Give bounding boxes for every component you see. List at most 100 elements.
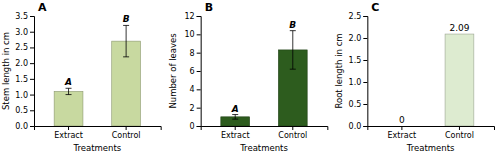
y-tick-label: 2.0 xyxy=(349,34,362,43)
error-bar-line xyxy=(68,88,69,94)
y-tick-mark xyxy=(30,16,34,17)
y-tick: 2 xyxy=(190,104,201,113)
y-tick: 1.0 xyxy=(15,91,34,100)
error-bar-cap xyxy=(232,119,238,120)
y-tick: 2.0 xyxy=(349,34,368,43)
labels: ABBNumber of leavesTreatments xyxy=(168,1,297,153)
error-bar-line xyxy=(235,115,236,120)
x-tick-mark xyxy=(68,126,69,130)
data-label: 2.09 xyxy=(449,23,469,33)
y-tick-label: 10 xyxy=(184,30,194,39)
y-tick-mark xyxy=(30,126,34,127)
x-tick-mark xyxy=(292,126,293,130)
x-axis-title: Treatments xyxy=(72,143,121,153)
y-tick: 1.0 xyxy=(349,78,368,87)
y-tick-label: 12 xyxy=(184,12,194,21)
y-tick-label: 0.0 xyxy=(349,122,362,131)
x-axis: Extract Control xyxy=(368,126,495,140)
y-tick: 2.5 xyxy=(349,12,368,21)
y-tick: 1.5 xyxy=(349,56,368,65)
y-tick-mark xyxy=(363,126,367,127)
y-tick: 4 xyxy=(190,85,201,94)
error-bar-cap xyxy=(123,56,129,57)
error-bar xyxy=(232,115,238,120)
panel: 0.00.51.01.52.02.53.03.5ExtractControlAB… xyxy=(1,1,161,153)
panel-title: A xyxy=(38,1,47,14)
error-bar-cap xyxy=(123,25,129,26)
y-axis-line xyxy=(30,17,35,127)
y-tick: 0.5 xyxy=(15,106,34,115)
y-tick: 3.0 xyxy=(15,28,34,37)
y-tick-label: 2 xyxy=(190,104,195,113)
y-tick-mark xyxy=(30,110,34,111)
y-tick-label: 0.5 xyxy=(15,106,28,115)
error-bar xyxy=(290,31,296,70)
bar xyxy=(54,91,83,126)
y-tick: 2.5 xyxy=(15,43,34,52)
x-tick: Extract xyxy=(388,126,417,140)
y-tick-label: 4 xyxy=(190,85,195,94)
data-label: 0 xyxy=(399,115,405,125)
x-tick-mark xyxy=(401,126,402,130)
y-tick-label: 1.5 xyxy=(349,56,362,65)
x-tick: Control xyxy=(445,126,474,140)
y-tick-mark xyxy=(197,89,201,90)
y-tick-mark xyxy=(30,79,34,80)
y-tick-mark xyxy=(363,82,367,83)
y-tick-label: 0.5 xyxy=(349,100,362,109)
y-tick-mark xyxy=(197,16,201,17)
error-bar-cap xyxy=(232,114,238,115)
y-axis: 0.00.51.01.52.02.53.03.5 xyxy=(15,12,34,131)
annotation: B xyxy=(289,20,296,30)
plot-area xyxy=(445,34,474,126)
y-tick-label: 0.0 xyxy=(15,122,28,131)
x-axis-title: Treatments xyxy=(406,143,455,153)
y-tick: 12 xyxy=(184,12,200,21)
x-tick: Control xyxy=(278,126,307,140)
x-tick-label: Control xyxy=(112,131,141,140)
y-axis-line xyxy=(197,17,202,127)
labels: 02.09CRoot length in cmTreatments xyxy=(334,1,469,153)
y-axis: 0.0 0.5 1.0 1.5 2.0 2.5 xyxy=(349,12,368,131)
y-tick-mark xyxy=(197,53,201,54)
y-tick-mark xyxy=(197,126,201,127)
y-tick-label: 8 xyxy=(190,49,195,58)
y-tick-label: 2.5 xyxy=(349,12,362,21)
y-tick-label: 1.0 xyxy=(349,78,362,87)
figure: 0.00.51.01.52.02.53.03.5ExtractControlAB… xyxy=(0,0,500,155)
bar xyxy=(387,126,416,127)
y-tick-mark xyxy=(30,32,34,33)
y-tick: 6 xyxy=(190,67,201,76)
error-bar-line xyxy=(126,25,127,56)
y-tick: 3.5 xyxy=(15,12,34,21)
y-tick-label: 6 xyxy=(190,67,195,76)
y-axis-title: Root length in cm xyxy=(334,33,344,108)
x-tick-label: Extract xyxy=(221,131,250,140)
x-tick: Extract xyxy=(54,126,83,140)
y-tick: 0.0 xyxy=(15,122,34,131)
y-tick: 8 xyxy=(190,49,201,58)
panel-title: B xyxy=(205,1,213,14)
y-axis-title: Number of leaves xyxy=(168,33,178,109)
y-tick: 1.5 xyxy=(15,75,34,84)
plot-area xyxy=(221,31,307,126)
x-tick-mark xyxy=(235,126,236,130)
y-tick-mark xyxy=(363,104,367,105)
y-tick-mark xyxy=(363,60,367,61)
y-tick-label: 1.0 xyxy=(15,91,28,100)
y-tick-mark xyxy=(197,71,201,72)
y-tick-mark xyxy=(363,16,367,17)
x-tick-label: Control xyxy=(445,131,474,140)
y-tick-mark xyxy=(197,108,201,109)
x-tick-mark xyxy=(459,126,460,130)
y-tick-mark xyxy=(30,47,34,48)
y-tick-mark xyxy=(363,38,367,39)
error-bar-cap xyxy=(66,88,72,89)
error-bar-line xyxy=(292,31,293,70)
y-tick-label: 0 xyxy=(190,122,195,131)
error-bar-cap xyxy=(290,69,296,70)
y-tick: 0 xyxy=(190,122,201,131)
y-tick: 10 xyxy=(184,30,200,39)
labels: ABAStem length in cmTreatments xyxy=(1,1,130,153)
y-tick-label: 3.5 xyxy=(15,12,28,21)
